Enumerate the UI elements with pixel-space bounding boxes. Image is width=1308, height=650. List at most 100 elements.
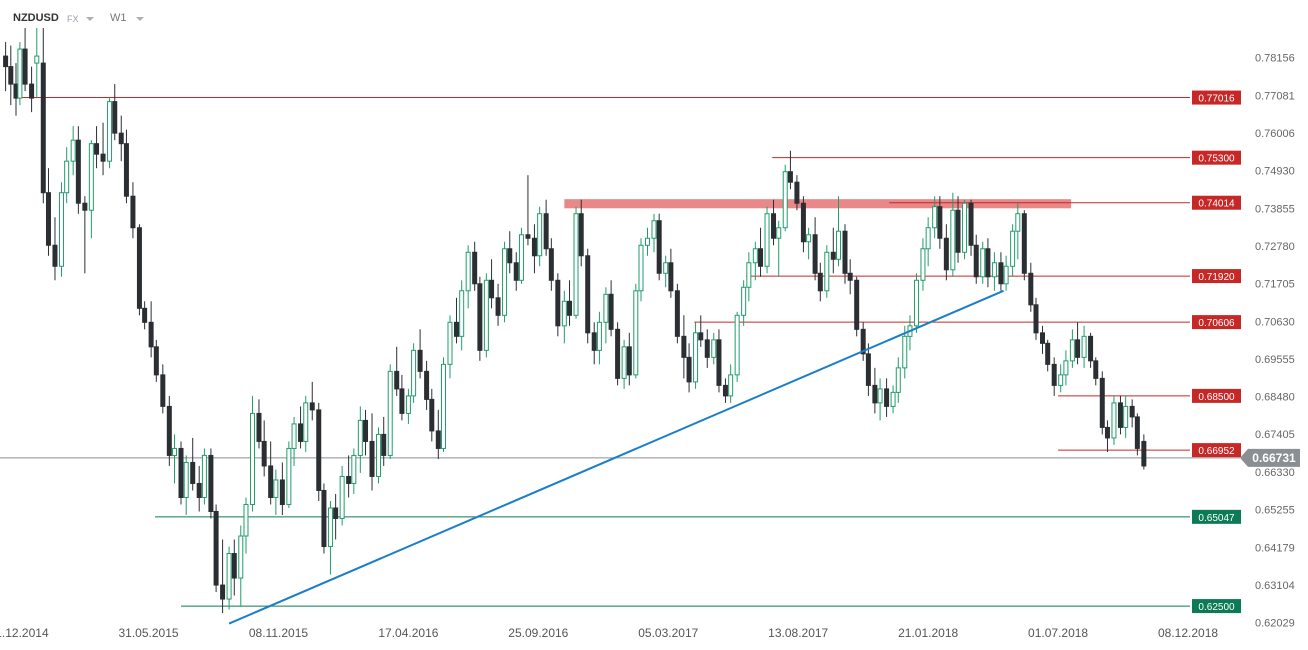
bear-candle-body: [394, 370, 400, 390]
level-labels: 0.77016 0.75300 0.74014 0.71920 0.70606 0.685…: [1192, 90, 1241, 614]
candle: [746, 252, 752, 302]
bull-candle-body: [483, 279, 489, 351]
candle: [291, 416, 297, 466]
candle: [842, 224, 848, 284]
candle: [363, 409, 369, 456]
bull-candle-body: [764, 213, 770, 267]
symbol-label[interactable]: NZDUSD: [13, 12, 59, 24]
candle: [88, 140, 94, 239]
bull-candle-body: [1081, 335, 1087, 358]
candle: [752, 241, 758, 281]
bear-candle-body: [716, 339, 722, 386]
bull-candle-body: [226, 553, 232, 600]
bull-candle-body: [644, 237, 650, 246]
candle: [429, 388, 435, 442]
candle: [543, 199, 549, 256]
candle: [651, 213, 657, 253]
bear-candle-body: [298, 423, 304, 442]
candle: [286, 441, 292, 508]
candle: [82, 196, 88, 274]
bear-candle-body: [943, 237, 949, 271]
level-price-label: 0.65047: [1198, 513, 1235, 524]
bull-candle-body: [651, 220, 657, 239]
market-selector[interactable]: FX: [67, 14, 79, 24]
y-tick-label: 0.64179: [1255, 542, 1295, 554]
bear-candle-body: [142, 307, 148, 323]
candle: [424, 360, 430, 410]
candle: [877, 378, 883, 421]
candle: [268, 441, 274, 505]
candle: [94, 126, 100, 169]
y-tick-label: 0.62029: [1255, 618, 1295, 630]
candle: [399, 374, 405, 421]
x-tick-label: 31.05.2015: [118, 626, 178, 640]
candle: [626, 332, 632, 386]
y-tick-label: 0.71705: [1255, 279, 1295, 291]
bear-candle-body: [40, 62, 46, 194]
candle: [52, 217, 58, 281]
candle: [668, 248, 674, 298]
candle: [782, 164, 788, 232]
candle: [279, 462, 285, 515]
candle: [907, 315, 913, 351]
bear-candle-body: [698, 332, 704, 341]
bear-candle-body: [812, 234, 818, 274]
candle: [226, 546, 232, 610]
bear-candle-body: [937, 206, 943, 239]
timeframe-selector[interactable]: W1: [110, 12, 127, 24]
candle: [615, 322, 621, 386]
candle: [573, 206, 579, 319]
bear-candle-body: [1051, 363, 1057, 386]
candle: [585, 248, 591, 344]
bear-candle-body: [424, 370, 430, 400]
bear-candle-body: [261, 440, 267, 467]
candle: [1010, 224, 1016, 277]
bear-candle-body: [1117, 402, 1123, 428]
x-tick-label: 25.09.2016: [508, 626, 568, 640]
bear-candle-body: [1021, 213, 1027, 274]
bear-candle-body: [1028, 272, 1034, 306]
candle: [64, 147, 70, 204]
candle: [112, 84, 118, 141]
candle: [1134, 413, 1140, 456]
bear-candle-body: [1033, 304, 1039, 334]
candle: [160, 364, 166, 414]
bear-candle-body: [884, 388, 890, 407]
y-tick-label: 0.68480: [1255, 392, 1295, 404]
bull-candle-body: [991, 262, 997, 278]
bear-candle-body: [842, 230, 848, 274]
bear-candle-body: [985, 248, 991, 278]
level-price-tag: [1192, 443, 1241, 458]
candle: [776, 220, 782, 277]
resistance-zone: [564, 199, 1072, 209]
candle: [327, 500, 333, 575]
bull-candle-body: [980, 248, 986, 278]
bear-candle-body: [489, 279, 495, 299]
bull-candle-body: [459, 290, 465, 337]
candle: [686, 343, 692, 393]
bear-candle-body: [100, 153, 106, 162]
candle: [693, 322, 699, 389]
chevron-down-icon[interactable]: [86, 17, 94, 21]
bull-candle-body: [88, 143, 94, 211]
bear-candle-body: [495, 297, 501, 316]
bear-candle-body: [800, 202, 806, 243]
bull-candle-body: [58, 192, 64, 267]
chevron-down-icon[interactable]: [136, 17, 144, 21]
candle: [830, 227, 836, 274]
candle: [440, 357, 446, 452]
bull-candle-body: [537, 213, 543, 257]
bear-candle-body: [399, 388, 405, 414]
level-price-label: 0.75300: [1198, 154, 1235, 165]
bear-candle-body: [231, 553, 237, 579]
candle: [854, 276, 860, 337]
bear-candle-body: [1088, 335, 1094, 362]
candle: [483, 273, 489, 358]
level-price-tag: [1192, 150, 1241, 165]
candle: [148, 301, 154, 358]
bear-candle-body: [704, 339, 710, 358]
y-tick-label: 0.69555: [1255, 354, 1295, 366]
bear-candle-body: [435, 430, 441, 449]
candle: [902, 325, 908, 379]
